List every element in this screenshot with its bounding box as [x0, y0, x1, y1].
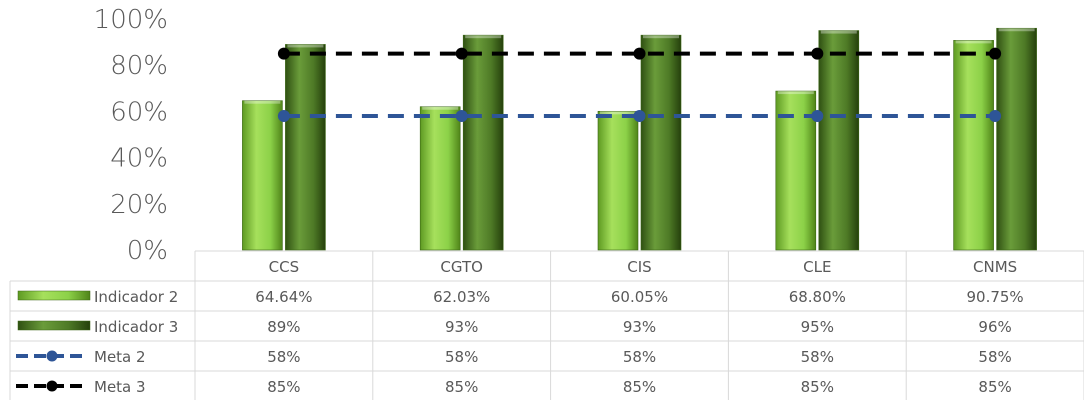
bar-top-highlight	[244, 100, 281, 104]
bar-indicador-3-cgto	[462, 34, 504, 251]
data-label-meta-3-cle: 85%	[801, 378, 834, 396]
data-label-indicador-2-cgto: 62.03%	[433, 288, 490, 306]
x-tick-label: CCS	[269, 258, 299, 276]
x-tick-label: CIS	[627, 258, 651, 276]
data-label-meta-3-cis: 85%	[623, 378, 656, 396]
bar-top-highlight	[600, 111, 636, 115]
data-label-meta-2-cis: 58%	[623, 348, 656, 366]
goal-lines	[277, 47, 1002, 123]
y-tick-label: 80%	[110, 51, 168, 81]
bar-indicador-2-cgto	[419, 106, 461, 251]
data-label-meta-3-cnms: 85%	[978, 378, 1011, 396]
marker-meta-2-cnms	[989, 110, 1002, 123]
data-table: CCS CGTO CIS CLE CNMS Indicador 2 64.64% 62.03%…	[9, 250, 1084, 400]
data-label-meta-2-cle: 58%	[801, 348, 834, 366]
marker-meta-3-cgto	[455, 47, 468, 60]
legend-key-marker-meta-2	[46, 350, 58, 362]
data-label-indicador-2-cle: 68.80%	[789, 288, 846, 306]
marker-meta-2-cle	[811, 110, 824, 123]
data-label-indicador-2-ccs: 64.64%	[255, 288, 312, 306]
legend-label-meta-3: Meta 3	[94, 378, 146, 396]
y-tick-label: 100%	[94, 5, 168, 35]
bar-top-highlight	[955, 40, 992, 44]
bar-indicador-3-cnms	[996, 27, 1037, 251]
x-tick-label: CLE	[803, 258, 831, 276]
y-tick-label: 20%	[110, 190, 168, 220]
legend-key-indicador-2	[17, 290, 91, 301]
data-label-meta-3-cgto: 85%	[445, 378, 478, 396]
bar-top-highlight	[820, 30, 857, 34]
y-tick-label: 0%	[127, 236, 168, 266]
data-label-indicador-2-cis: 60.05%	[611, 288, 668, 306]
marker-meta-2-cis	[633, 110, 646, 123]
data-label-meta-2-ccs: 58%	[267, 348, 300, 366]
legend-label-indicador-3: Indicador 3	[94, 318, 178, 336]
y-axis: 0% 20% 40% 60% 80% 100%	[94, 5, 168, 266]
marker-meta-3-ccs	[277, 47, 290, 60]
bar-top-highlight	[287, 44, 324, 48]
bar-top-highlight	[643, 35, 679, 39]
bar-indicador-3-cle	[818, 30, 860, 251]
marker-meta-3-cis	[633, 47, 646, 60]
bar-indicador-2-cis	[597, 110, 639, 251]
legend-key-indicador-3	[17, 320, 91, 331]
data-label-indicador-3-cgto: 93%	[445, 318, 478, 336]
marker-meta-3-cle	[811, 47, 824, 60]
data-label-indicador-2-cnms: 90.75%	[966, 288, 1023, 306]
bar-top-highlight	[777, 91, 814, 95]
bar-indicador-3-cis	[640, 34, 682, 251]
legend-label-meta-2: Meta 2	[94, 348, 146, 366]
y-tick-label: 40%	[110, 144, 168, 174]
data-label-meta-2-cnms: 58%	[978, 348, 1011, 366]
data-label-indicador-3-cis: 93%	[623, 318, 656, 336]
legend-label-indicador-2: Indicador 2	[94, 288, 178, 306]
marker-meta-2-ccs	[277, 110, 290, 123]
bars	[242, 27, 1037, 251]
bar-top-highlight	[465, 35, 502, 39]
marker-meta-3-cnms	[989, 47, 1002, 60]
data-label-meta-3-ccs: 85%	[267, 378, 300, 396]
data-label-indicador-3-cle: 95%	[801, 318, 834, 336]
x-tick-label: CGTO	[440, 258, 483, 276]
bar-indicador-2-cnms	[953, 40, 994, 251]
y-tick-label: 60%	[110, 97, 168, 127]
data-label-indicador-3-ccs: 89%	[267, 318, 300, 336]
bar-top-highlight	[422, 106, 459, 110]
marker-meta-2-cgto	[455, 110, 468, 123]
data-label-indicador-3-cnms: 96%	[978, 318, 1011, 336]
bar-top-highlight	[998, 28, 1035, 32]
bar-indicador-3-ccs	[285, 44, 326, 251]
data-label-meta-2-cgto: 58%	[445, 348, 478, 366]
x-tick-label: CNMS	[973, 258, 1017, 276]
legend-key-marker-meta-3	[46, 380, 58, 392]
bar-indicador-2-ccs	[242, 100, 283, 251]
